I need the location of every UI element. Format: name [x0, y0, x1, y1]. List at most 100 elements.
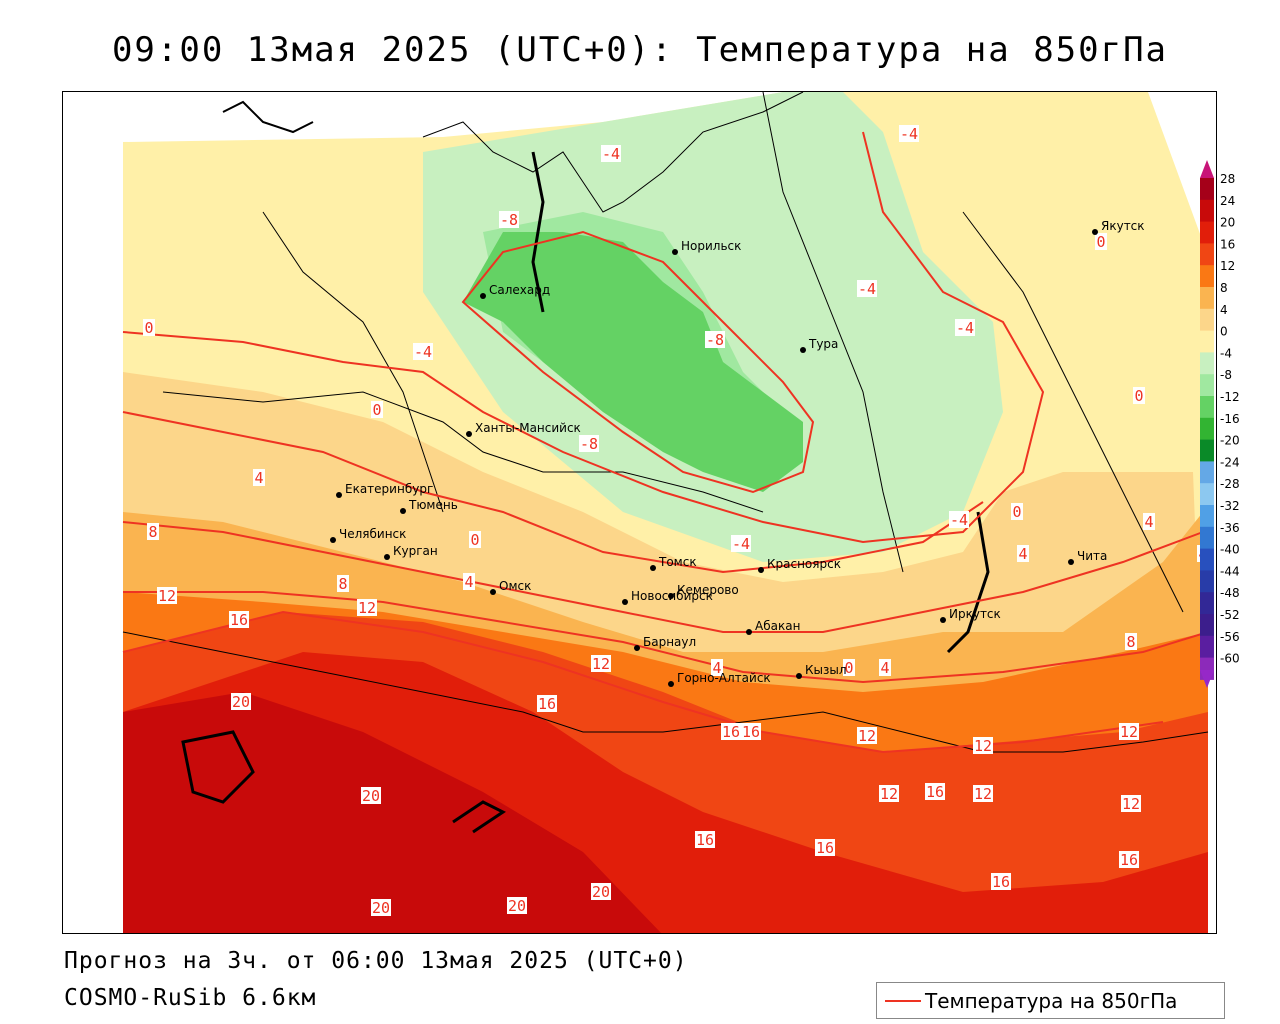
contour-label-bg	[741, 723, 761, 740]
city-label: Иркутск	[949, 607, 1001, 621]
contour-label-bg	[1119, 851, 1139, 868]
contour-label-bg	[731, 535, 751, 552]
scale-band	[1200, 635, 1214, 659]
scale-band	[1200, 439, 1214, 462]
city-dot	[650, 565, 656, 571]
contour-label-bg	[371, 401, 383, 418]
contour-label-bg	[955, 319, 975, 336]
legend-label: Температура на 850гПа	[925, 989, 1178, 1013]
contour-label-bg	[879, 785, 899, 802]
contour-label: 8	[1126, 633, 1135, 651]
contour-label-bg	[413, 343, 433, 360]
contour-label: 16	[926, 783, 944, 801]
contour-label: 4	[1018, 545, 1027, 563]
contour-label: 4	[1144, 513, 1153, 531]
contour-label: 12	[158, 587, 176, 605]
contour-label: 8	[148, 523, 157, 541]
city-dot	[940, 617, 946, 623]
contour-label: 16	[230, 611, 248, 629]
contour-label: 0	[144, 319, 153, 337]
scale-tick-label: -36	[1220, 521, 1240, 535]
contour-label-bg	[1121, 795, 1141, 812]
contour-label-bg	[815, 839, 835, 856]
contour-label: 20	[362, 787, 380, 805]
contour-label: 8	[338, 575, 347, 593]
contour-label-bg	[499, 211, 519, 228]
contour-label-bg	[879, 659, 891, 676]
contour-label-bg	[973, 737, 993, 754]
scale-tick-label: -60	[1220, 652, 1240, 666]
scale-band	[1200, 417, 1214, 441]
contour-label-bg	[591, 655, 611, 672]
city-label: Норильск	[681, 239, 741, 253]
forecast-info: Прогноз на 3ч. от 06:00 13мая 2025 (UTC+…	[64, 948, 688, 974]
scale-top-arrow	[1200, 160, 1214, 178]
city-dot	[746, 629, 752, 635]
contour-label-bg	[157, 587, 177, 604]
contour-label: 16	[538, 695, 556, 713]
contour-label: 12	[974, 785, 992, 803]
contour-label: 12	[880, 785, 898, 803]
contour-label-bg	[231, 693, 251, 710]
contour-label: -4	[900, 125, 918, 143]
contour-label: 20	[592, 883, 610, 901]
contour-label: 12	[592, 655, 610, 673]
contour-label: -8	[580, 435, 598, 453]
contour-label-bg	[1125, 633, 1137, 650]
scale-tick-label: -44	[1220, 564, 1240, 578]
city-markers: Салехард Норильск Якутск Тура Ханты-Мансийск…	[330, 219, 1145, 687]
contour-label-bg	[253, 469, 265, 486]
scale-tick-label: 12	[1220, 259, 1235, 273]
city-label: Якутск	[1101, 219, 1145, 233]
contour-label-bg	[337, 575, 349, 592]
scale-tick-label: -40	[1220, 543, 1240, 557]
city-label: Омск	[499, 579, 531, 593]
scale-band	[1200, 199, 1214, 223]
city-dot	[634, 645, 640, 651]
contour-label: 4	[254, 469, 263, 487]
scale-tick-label: 4	[1220, 303, 1228, 317]
contour-label-bg	[591, 883, 611, 900]
contour-label: 20	[372, 899, 390, 917]
contour-label: 0	[372, 401, 381, 419]
contour-label-bg	[361, 787, 381, 804]
scale-tick-label: -56	[1220, 630, 1240, 644]
contour-label: -4	[858, 280, 876, 298]
scale-band	[1200, 505, 1214, 528]
contour-label-bg	[537, 695, 557, 712]
contour-label-bg	[1143, 513, 1155, 530]
city-label: Красноярск	[767, 557, 841, 571]
contour-label-bg	[843, 659, 855, 676]
city-dot	[668, 681, 674, 687]
map-corner-white-left	[63, 92, 123, 933]
contour-label: 16	[742, 723, 760, 741]
temperature-bands	[63, 92, 1216, 933]
contour-label: -8	[500, 211, 518, 229]
contour-label: 16	[992, 873, 1010, 891]
city-label: Курган	[393, 544, 438, 558]
city-label: Томск	[658, 555, 697, 569]
scale-band	[1200, 287, 1214, 310]
scale-band	[1200, 548, 1214, 571]
scale-tick-label: -52	[1220, 608, 1240, 622]
contour-label: -8	[706, 331, 724, 349]
scale-band	[1200, 592, 1214, 615]
contour-label-bg	[1133, 387, 1145, 404]
temperature-map: -4 -8 -4 -4 -4 0 0 -4 0 -8 -8 -4 4 0 4 0 -4 0 4 4 4 8 12 16 12 4 0…	[62, 91, 1217, 934]
city-label: Барнаул	[643, 635, 696, 649]
band-darkred	[123, 692, 662, 933]
contour-label: 4	[880, 659, 889, 677]
contour-label: 16	[722, 723, 740, 741]
contour-label: 4	[464, 573, 473, 591]
contour-label: -4	[950, 511, 968, 529]
legend-line-swatch	[885, 1000, 921, 1002]
scale-tick-label: -48	[1220, 586, 1240, 600]
map-canvas: -4 -8 -4 -4 -4 0 0 -4 0 -8 -8 -4 4 0 4 0 -4 0 4 4 4 8 12 16 12 4 0…	[63, 92, 1216, 933]
scale-band	[1200, 483, 1214, 506]
scale-tick-label: 20	[1220, 216, 1235, 230]
scale-tick-label: 8	[1220, 281, 1228, 295]
city-label: Кемерово	[677, 583, 739, 597]
color-scale: 28 24 20 16 12 8 4 0 -4 -8 -12 -16 -20 -24 -28 -32 -36 -4…	[1200, 160, 1240, 688]
scale-tick-label: -28	[1220, 477, 1240, 491]
scale-band	[1200, 396, 1214, 419]
